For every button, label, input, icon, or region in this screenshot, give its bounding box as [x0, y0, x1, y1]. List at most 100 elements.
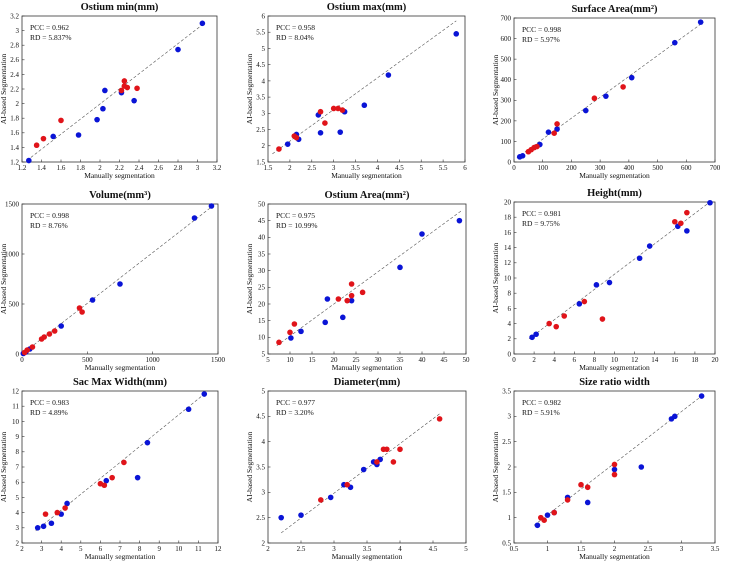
- y-tick-label: 6: [16, 479, 20, 487]
- chart-title: Ostium Area(mm²): [325, 190, 410, 201]
- y-tick-label: 1.2: [10, 158, 19, 166]
- blue-point: [606, 279, 613, 286]
- y-tick-label: 35: [258, 250, 266, 258]
- pcc-stat: PCC = 0.962: [30, 23, 69, 32]
- x-tick-label: 45: [441, 356, 449, 364]
- fit-line: [281, 413, 440, 534]
- red-point: [551, 130, 557, 136]
- y-tick-label: 6: [508, 305, 512, 313]
- y-tick-label: 2: [262, 539, 266, 547]
- x-tick-label: 2: [532, 356, 536, 364]
- x-tick-label: 300: [595, 164, 606, 172]
- blue-point: [288, 335, 294, 341]
- y-tick-label: 25: [258, 284, 266, 292]
- red-point: [317, 108, 324, 115]
- y-tick-label: 0: [508, 350, 512, 358]
- chart-title: Diameter(mm): [334, 377, 401, 388]
- blue-point: [58, 323, 64, 329]
- x-tick-label: 5: [266, 356, 270, 364]
- y-tick-label: 3: [262, 110, 266, 118]
- y-tick-label: 4.5: [256, 61, 265, 69]
- y-tick-label: 1000: [5, 250, 20, 258]
- blue-point: [697, 19, 704, 25]
- y-tick-label: 1.5: [256, 158, 265, 166]
- x-tick-label: 20: [331, 356, 339, 364]
- red-point: [436, 416, 443, 422]
- red-point: [287, 329, 293, 336]
- y-tick-label: 2.4: [10, 71, 19, 79]
- plot-frame: [267, 203, 467, 355]
- chart-panel-2: Ostium max(mm) 1.5 2 2.5 3 3.5 4 4.5 5 5.5 6 1.5 2 2.…: [245, 2, 467, 180]
- rd-stat: RD = 8.76%: [30, 221, 68, 230]
- blue-point: [361, 102, 368, 109]
- x-tick-label: 35: [397, 356, 405, 364]
- blue-point: [453, 31, 460, 37]
- red-point: [620, 84, 626, 90]
- blue-point: [554, 126, 560, 132]
- blue-point: [298, 512, 304, 518]
- x-tick-label: 5: [419, 164, 423, 172]
- blue-point: [103, 477, 110, 484]
- y-tick-label: 5: [262, 45, 266, 53]
- chart-title: Height(mm): [587, 188, 642, 199]
- blue-point: [199, 20, 206, 27]
- x-tick-label: 400: [624, 164, 635, 172]
- x-tick-label: 4: [59, 545, 63, 553]
- y-axis-label: AI-based Segmentation: [245, 431, 254, 502]
- rd-stat: RD = 5.91%: [522, 408, 560, 417]
- x-tick-label: 500: [652, 164, 663, 172]
- y-axis-label: AI-based Segmentation: [0, 243, 8, 314]
- x-tick-label: 3: [40, 545, 44, 553]
- x-tick-label: 2.8: [174, 164, 183, 172]
- x-tick-label: 9: [157, 545, 161, 553]
- y-tick-label: 9: [16, 433, 20, 441]
- x-tick-label: 1.4: [37, 164, 46, 172]
- y-tick-label: 5: [262, 387, 266, 395]
- x-tick-label: 20: [712, 356, 720, 364]
- fit-line: [272, 20, 457, 155]
- y-tick-label: 2.2: [10, 85, 19, 93]
- red-point: [121, 78, 128, 84]
- blue-point: [134, 474, 141, 481]
- red-point: [546, 320, 552, 327]
- x-tick-label: 3: [680, 545, 684, 553]
- x-tick-label: 6: [99, 545, 103, 553]
- x-tick-label: 2: [613, 545, 617, 553]
- red-point: [46, 331, 53, 337]
- y-tick-label: 3: [16, 524, 20, 532]
- y-tick-label: 5: [262, 350, 266, 358]
- blue-point: [94, 116, 100, 123]
- y-tick-label: 0: [508, 158, 512, 166]
- y-tick-label: 2.6: [10, 56, 19, 64]
- blue-point: [348, 297, 355, 304]
- red-point: [29, 344, 36, 350]
- y-tick-label: 45: [258, 217, 266, 225]
- blue-point: [48, 520, 55, 527]
- y-tick-label: 3.2: [10, 12, 19, 20]
- y-tick-label: 4: [508, 320, 512, 328]
- y-tick-label: 6: [262, 12, 266, 20]
- red-point: [384, 446, 390, 453]
- pcc-stat: PCC = 0.982: [522, 398, 561, 407]
- rd-stat: RD = 9.75%: [522, 219, 560, 228]
- x-tick-label: 3.2: [213, 164, 222, 172]
- red-point: [109, 474, 115, 481]
- y-tick-label: 2: [508, 335, 512, 343]
- y-tick-label: 400: [501, 76, 512, 84]
- blue-point: [102, 87, 108, 94]
- red-point: [121, 459, 127, 466]
- rd-stat: RD = 5.97%: [522, 35, 560, 44]
- y-tick-label: 7: [16, 463, 20, 471]
- blue-point: [603, 93, 609, 99]
- x-tick-label: 7: [118, 545, 122, 553]
- x-axis-label: Manually segmentation: [332, 552, 403, 561]
- x-tick-label: 4: [552, 356, 556, 364]
- red-point: [561, 313, 568, 319]
- rd-stat: RD = 4.89%: [30, 408, 68, 417]
- blue-point: [529, 334, 535, 341]
- red-point: [591, 95, 598, 102]
- chart-title: Sac Max Width(mm): [73, 377, 168, 388]
- pcc-stat: PCC = 0.958: [276, 23, 315, 32]
- x-axis-label: Manually segmentation: [85, 552, 156, 561]
- x-tick-label: 8: [593, 356, 597, 364]
